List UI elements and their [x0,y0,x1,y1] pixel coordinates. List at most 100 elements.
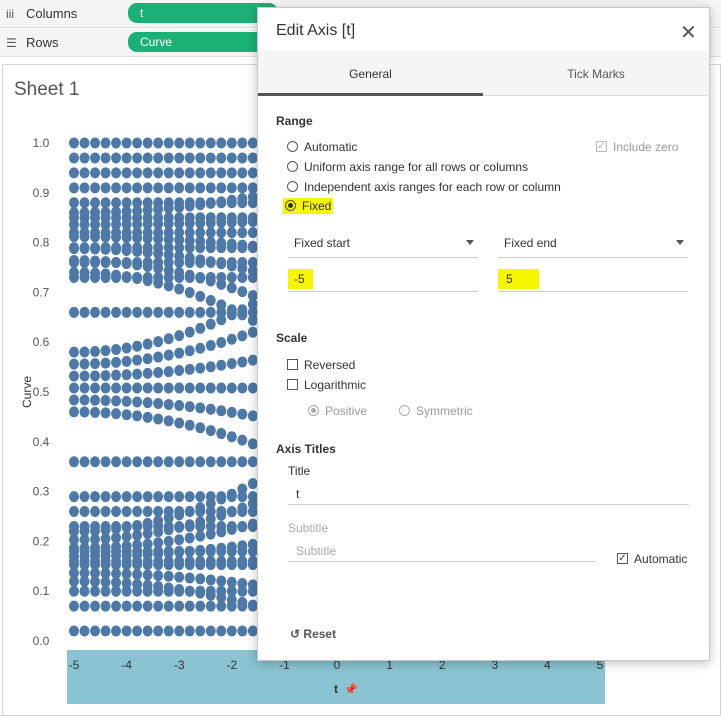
data-point [90,394,101,406]
tab-general[interactable]: General [258,51,483,96]
data-point [90,267,101,279]
rows-pill-curve[interactable]: Curve [128,32,278,52]
data-point [247,314,258,326]
data-point [90,585,101,597]
data-point [69,346,79,358]
data-point [237,521,248,533]
data-point [226,182,237,194]
automatic-checkbox[interactable]: ✓ Automatic [617,552,687,566]
pin-icon: 📌 [344,682,358,696]
data-point [237,286,248,298]
data-point [153,456,164,468]
data-point [184,200,195,212]
data-point [121,600,132,612]
data-point [226,282,237,294]
data-point [121,197,132,209]
data-point [184,326,195,338]
data-point [132,306,143,318]
logarithmic-checkbox[interactable]: Logarithmic [287,378,366,392]
radio-circle [287,161,298,173]
data-point [90,206,101,218]
data-point [132,368,143,380]
data-point [184,252,195,264]
data-point [121,167,132,179]
data-point [142,152,153,164]
data-point [132,245,143,257]
data-point [111,577,122,589]
data-point [90,382,101,394]
data-point [111,506,122,518]
data-point [100,137,111,149]
data-point [121,306,132,318]
data-point [205,227,216,239]
chevron-down-icon [676,240,684,245]
fixed-start-dropdown[interactable]: Fixed start [288,235,478,258]
data-point [237,502,248,514]
data-point [79,491,90,503]
data-point [237,585,248,597]
data-point [111,532,122,544]
data-point [132,382,143,394]
y-tick-label: 0.4 [33,435,50,449]
data-point [163,524,174,536]
data-point [79,525,90,537]
data-point [247,182,258,194]
data-point [79,370,90,382]
data-point [69,231,79,243]
data-point [132,600,143,612]
data-point [195,290,206,302]
tab-tick-marks[interactable]: Tick Marks [567,67,625,81]
data-point [174,382,185,394]
data-point [174,152,185,164]
data-point [100,407,111,419]
x-tick-label: 4 [544,658,551,672]
reversed-checkbox[interactable]: Reversed [287,358,355,372]
data-point [216,493,227,505]
data-point [132,259,143,271]
fixed-end-label: Fixed end [504,236,557,250]
reset-button[interactable]: ↺ Reset [290,627,336,641]
columns-pill-t[interactable]: t [128,3,278,23]
fixed-end-input[interactable]: 5 [498,269,688,292]
radio-uniform[interactable]: Uniform axis range for all rows or colum… [287,160,528,174]
data-point [153,233,164,245]
radio-circle [308,405,319,417]
data-point [226,260,237,272]
data-point [100,231,111,243]
data-point [174,283,185,295]
data-point [226,137,237,149]
data-point [237,578,248,590]
title-input[interactable]: t [288,482,689,505]
data-point [184,419,195,431]
radio-independent[interactable]: Independent axis ranges for each row or … [287,180,561,194]
data-point [132,568,143,580]
data-point [174,399,185,411]
fixed-start-input[interactable]: -5 [288,269,478,292]
data-point [90,167,101,179]
data-point [184,306,195,318]
data-point [111,550,122,562]
data-point [132,354,143,366]
radio-automatic[interactable]: Automatic [287,140,357,154]
data-point [100,585,111,597]
data-point [132,559,143,571]
data-point [237,216,248,228]
data-point [111,559,122,571]
data-point [90,625,101,637]
data-point [195,306,206,318]
data-point [195,530,206,542]
checkbox-box: ✓ [617,553,628,565]
close-icon[interactable]: ✕ [680,22,697,44]
data-point [216,575,227,587]
data-point [121,559,132,571]
data-point [237,262,248,274]
fixed-end-dropdown[interactable]: Fixed end [498,235,688,258]
data-point [195,272,206,284]
data-point [216,152,227,164]
data-point [69,370,79,382]
data-point [216,167,227,179]
data-point [195,322,206,334]
radio-fixed[interactable]: Fixed [283,198,334,214]
data-point [174,201,185,213]
data-point [79,550,90,562]
